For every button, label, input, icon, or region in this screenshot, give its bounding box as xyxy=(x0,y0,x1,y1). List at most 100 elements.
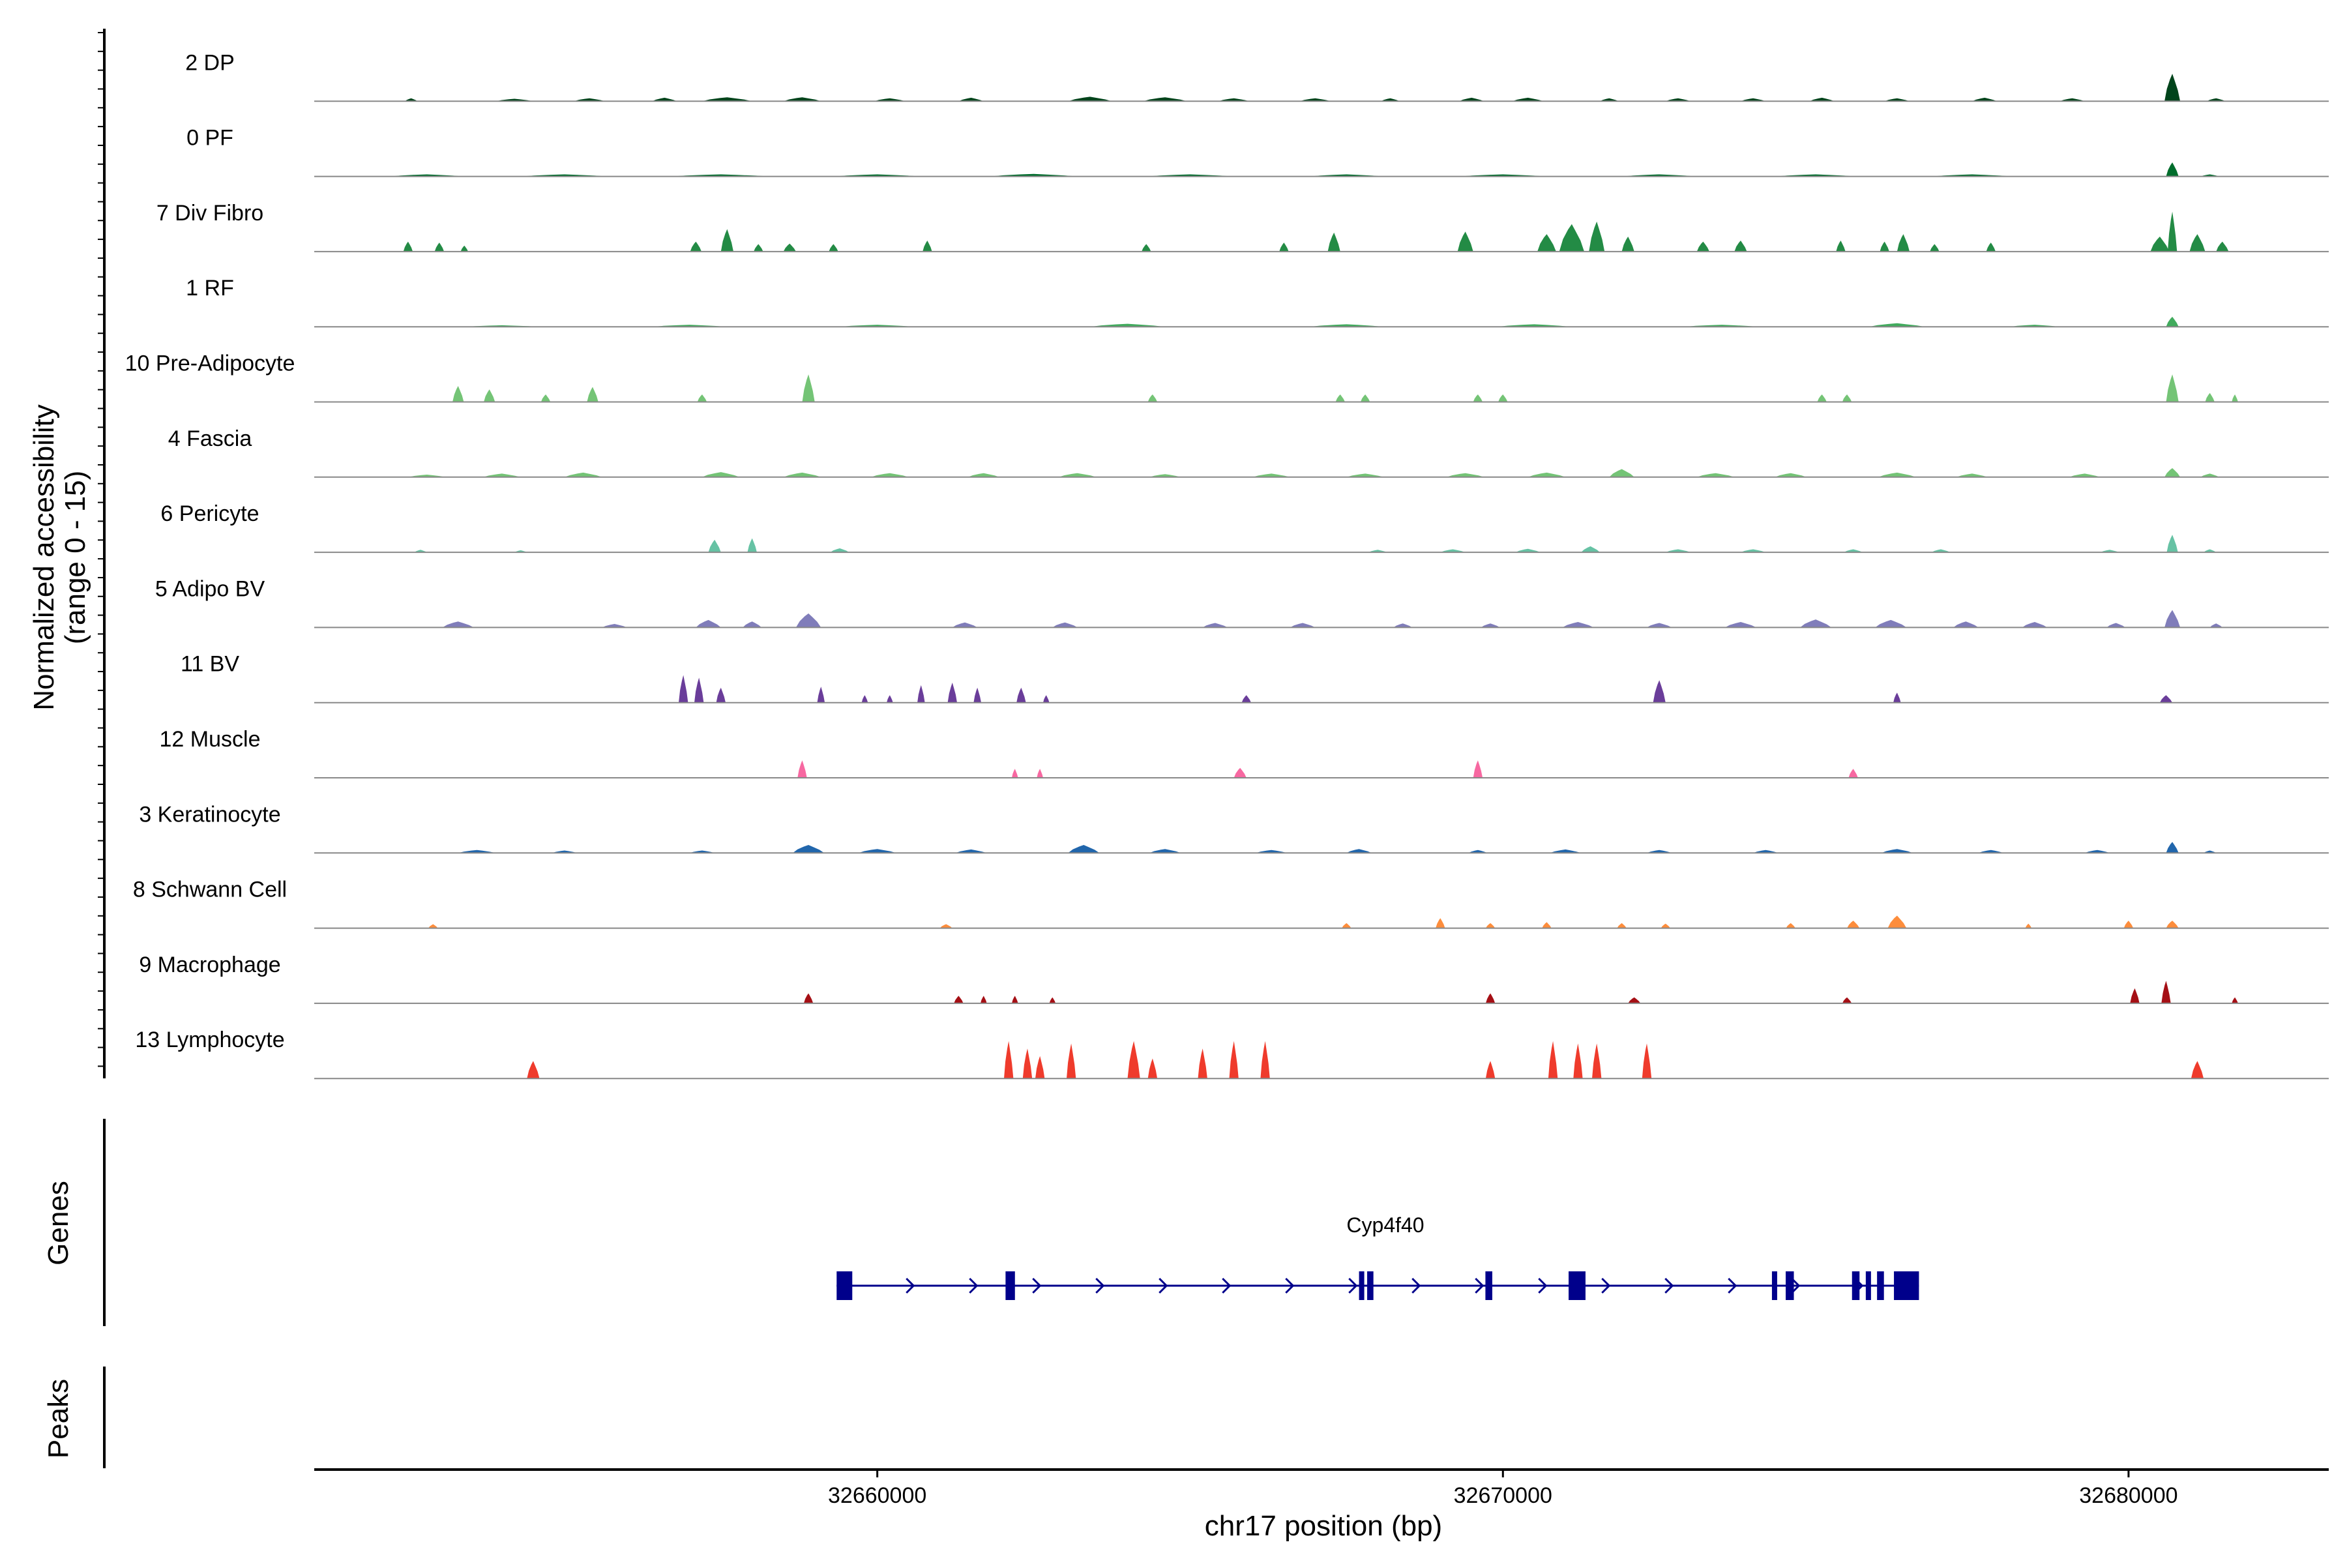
accessibility-peak xyxy=(939,924,952,928)
accessibility-peak xyxy=(923,241,932,252)
accessibility-peak xyxy=(958,97,984,102)
accessibility-peak xyxy=(783,97,821,102)
accessibility-peak xyxy=(1930,244,1940,252)
accessibility-peak xyxy=(1725,622,1756,628)
accessibility-peak xyxy=(1741,549,1766,553)
accessibility-peak xyxy=(1202,623,1228,628)
accessibility-peak xyxy=(702,97,752,102)
accessibility-peak xyxy=(652,97,677,102)
accessibility-peak xyxy=(1986,243,1996,252)
accessibility-peak xyxy=(1037,769,1043,778)
track-5: 10 Pre-Adipocyte xyxy=(125,351,2329,403)
strand-arrow-icon xyxy=(1348,1277,1358,1294)
accessibility-peak xyxy=(1468,850,1488,853)
accessibility-peak xyxy=(1887,915,1907,928)
track-9: 11 BV xyxy=(181,652,2329,703)
accessibility-peak xyxy=(602,624,627,628)
gene-exon xyxy=(1786,1271,1794,1300)
accessibility-peak xyxy=(1621,236,1634,252)
accessibility-peak xyxy=(442,621,474,628)
accessibility-peak xyxy=(587,387,598,402)
accessibility-peak xyxy=(483,473,521,477)
accessibility-peak xyxy=(452,386,464,402)
accessibility-peak xyxy=(955,849,987,853)
accessibility-peak xyxy=(2123,921,2134,928)
accessibility-peak xyxy=(2205,392,2215,402)
y-axis-title: Normalized accessibility xyxy=(28,404,60,710)
accessibility-peak xyxy=(981,996,987,1003)
accessibility-peak xyxy=(747,538,757,553)
accessibility-peak xyxy=(1004,1041,1014,1079)
accessibility-peak xyxy=(1049,997,1056,1003)
accessibility-peak xyxy=(917,685,925,703)
accessibility-peak xyxy=(802,374,815,402)
accessibility-peak xyxy=(1256,850,1288,853)
strand-arrow-icon xyxy=(1601,1277,1611,1294)
accessibility-peak xyxy=(743,621,762,628)
accessibility-peak xyxy=(702,472,740,477)
accessibility-peak xyxy=(1279,243,1289,252)
accessibility-peak xyxy=(1647,623,1672,628)
accessibility-peak xyxy=(2164,610,2181,628)
accessibility-peak xyxy=(1342,923,1351,928)
accessibility-peak xyxy=(679,675,688,703)
accessibility-peak xyxy=(1436,918,1445,928)
accessibility-peak xyxy=(1147,394,1158,402)
accessibility-peak xyxy=(1696,241,1709,252)
accessibility-peak xyxy=(1847,921,1860,928)
accessibility-peak xyxy=(952,622,978,628)
accessibility-peak xyxy=(1459,97,1484,102)
accessibility-peak xyxy=(1647,850,1672,853)
accessibility-peak xyxy=(1147,1058,1158,1079)
accessibility-peak xyxy=(1953,621,1979,628)
accessibility-peak xyxy=(1149,849,1181,853)
accessibility-peak xyxy=(697,394,707,402)
accessibility-peak xyxy=(1035,1056,1045,1079)
accessibility-peak xyxy=(540,394,551,402)
accessibility-peak xyxy=(1562,622,1594,628)
accessibility-peak xyxy=(428,924,438,928)
accessibility-peak xyxy=(803,993,814,1003)
accessibility-peak xyxy=(754,244,763,252)
accessibility-peak xyxy=(1068,845,1100,853)
accessibility-peak xyxy=(829,244,838,252)
accessibility-peak xyxy=(1642,1043,1652,1079)
accessibility-peak xyxy=(1881,849,1913,853)
accessibility-peak xyxy=(1290,623,1316,628)
accessibility-peak xyxy=(2191,1061,2204,1079)
x-tick-label: 32660000 xyxy=(828,1483,926,1508)
accessibility-peak xyxy=(1878,472,1916,477)
accessibility-peak xyxy=(1229,1041,1239,1079)
accessibility-peak xyxy=(1515,548,1541,553)
accessibility-peak xyxy=(574,98,606,102)
track-label: 9 Macrophage xyxy=(139,953,280,977)
accessibility-peak xyxy=(405,98,418,102)
accessibility-peak xyxy=(1978,850,2003,853)
accessibility-peak xyxy=(1485,1061,1496,1079)
accessibility-peak xyxy=(720,229,733,252)
accessibility-peak xyxy=(1089,323,1166,327)
accessibility-peak xyxy=(2084,850,2110,853)
accessibility-peak xyxy=(1440,549,1466,553)
accessibility-peak xyxy=(1617,923,1627,928)
track-label: 7 Div Fibro xyxy=(156,201,263,226)
accessibility-peak xyxy=(1052,622,1078,628)
accessibility-peak xyxy=(1346,849,1372,853)
accessibility-peak xyxy=(1241,695,1251,703)
gene-exon xyxy=(1005,1271,1015,1300)
accessibility-peak xyxy=(1446,473,1484,477)
strand-arrow-icon xyxy=(1411,1277,1421,1294)
accessibility-peak xyxy=(690,241,701,252)
accessibility-peak xyxy=(1897,234,1910,252)
peaks-panel-label: Peaks xyxy=(42,1379,74,1458)
y-axis-range-label: (range 0 - 15) xyxy=(59,471,91,645)
accessibility-peak xyxy=(2166,316,2179,327)
accessibility-peak xyxy=(1931,549,1951,553)
track-label: 11 BV xyxy=(181,652,239,677)
track-label: 6 Pericyte xyxy=(160,501,259,526)
accessibility-peak xyxy=(1972,97,1998,102)
accessibility-peak xyxy=(1559,224,1584,252)
accessibility-peak xyxy=(1127,1041,1140,1079)
track-label: 3 Keratinocyte xyxy=(139,802,280,827)
track-13: 9 Macrophage xyxy=(139,953,2329,1004)
